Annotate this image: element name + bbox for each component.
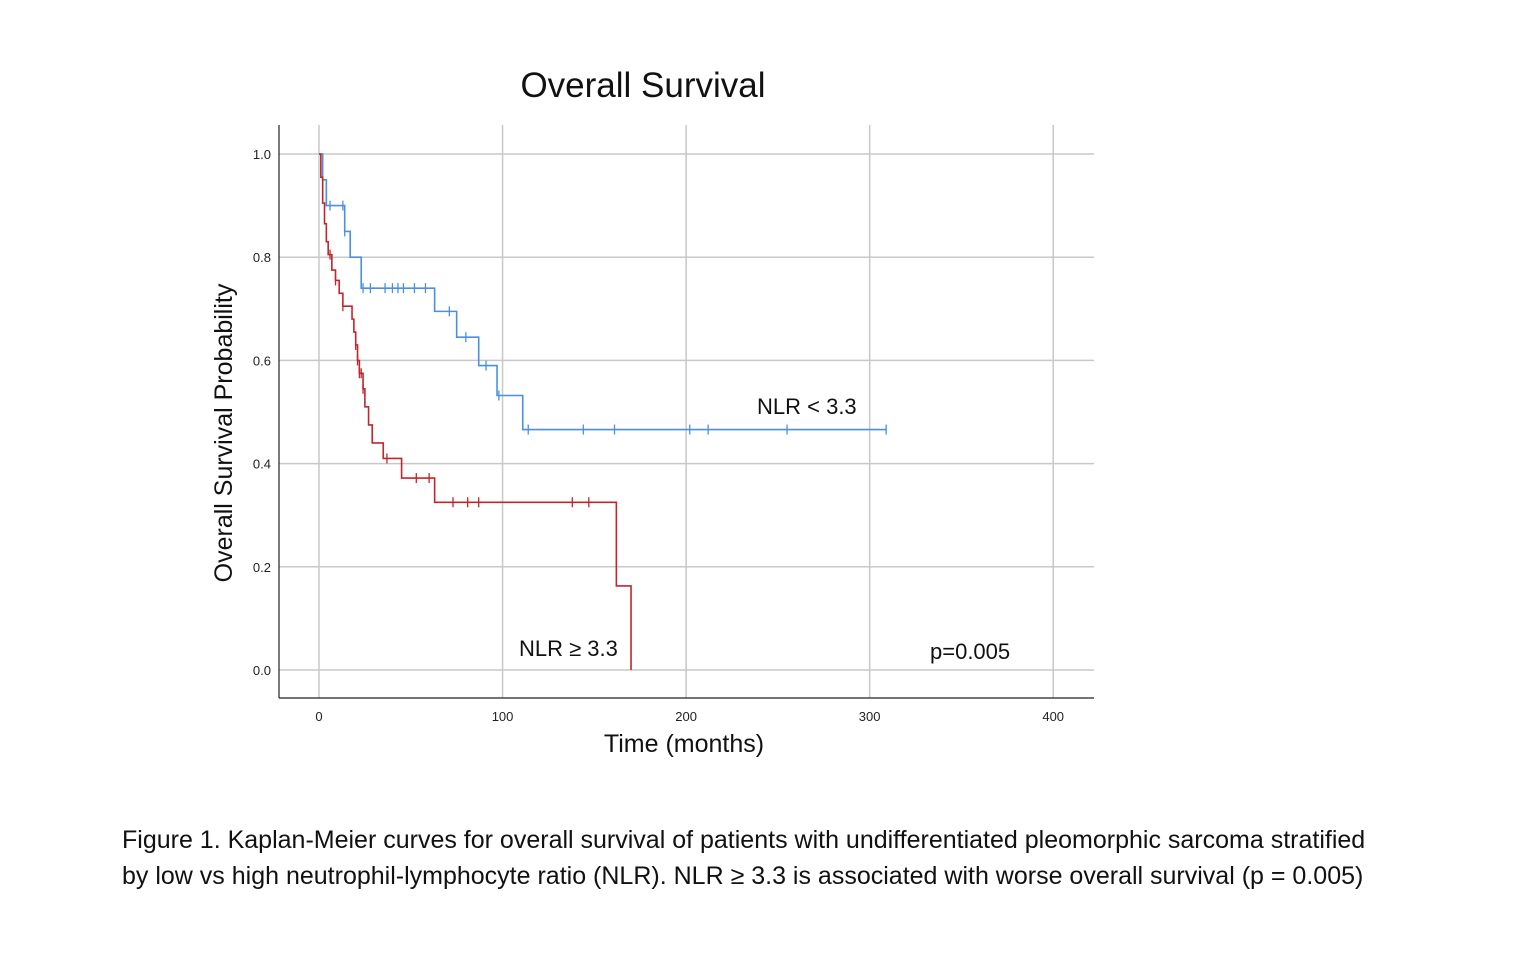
chart-title: Overall Survival [520,66,765,105]
axes [278,125,1094,699]
figure-caption: Figure 1. Kaplan-Meier curves for overal… [122,822,1492,894]
x-axis-label: Time (months) [604,730,764,758]
x-tick-label: 200 [675,709,697,724]
x-tick-label: 400 [1042,709,1064,724]
y-tick-labels: 0.0 0.2 0.4 0.6 0.8 1.0 [253,147,271,678]
x-tick-label: 300 [859,709,881,724]
y-axis-label: Overall Survival Probability [210,283,238,582]
caption-line-2: by low vs high neutrophil-lymphocyte rat… [122,862,1364,890]
grid-lines [279,125,1094,698]
y-tick-label: 0.2 [253,560,271,575]
label-nlr-high: NLR ≥ 3.3 [519,636,618,661]
x-tick-label: 0 [315,709,322,724]
y-tick-label: 0.0 [253,663,271,678]
x-tick-labels: 0 100 200 300 400 [315,709,1064,724]
y-tick-label: 0.8 [253,250,271,265]
kaplan-meier-chart: Overall Survival 0 100 200 300 400 0.0 0.2 0.4… [210,66,1094,758]
caption-line-1: Figure 1. Kaplan-Meier curves for overal… [122,826,1366,854]
label-nlr-low: NLR < 3.3 [757,394,857,419]
x-tick-label: 100 [492,709,514,724]
survival-curves [319,153,887,670]
p-value-label: p=0.005 [930,639,1010,664]
survival-curve-nlr-high [319,153,632,670]
y-tick-label: 1.0 [253,147,271,162]
y-tick-label: 0.4 [253,457,271,472]
y-tick-label: 0.6 [253,353,271,368]
